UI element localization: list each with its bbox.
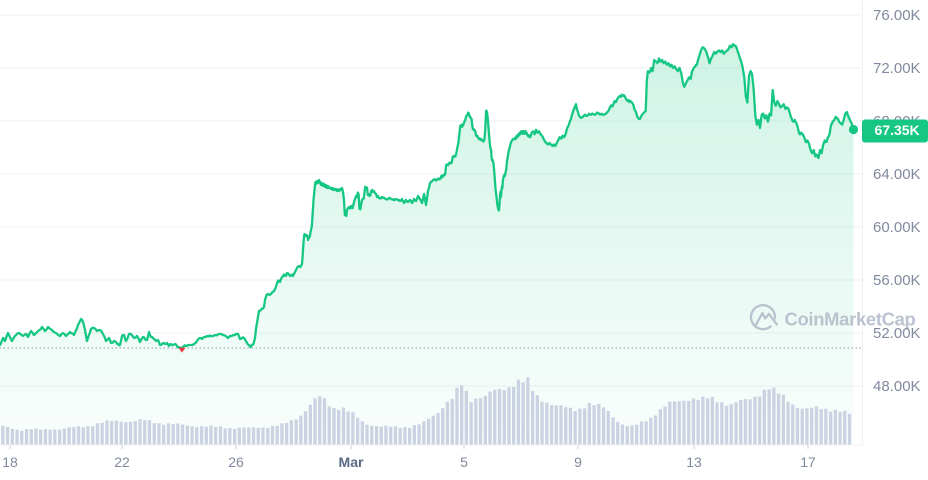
- svg-text:56.00K: 56.00K: [873, 272, 921, 289]
- svg-text:18: 18: [2, 454, 18, 470]
- svg-text:72.00K: 72.00K: [873, 60, 921, 77]
- svg-text:Mar: Mar: [339, 454, 364, 470]
- svg-text:64.00K: 64.00K: [873, 166, 921, 183]
- svg-text:52.00K: 52.00K: [873, 325, 921, 342]
- svg-text:22: 22: [114, 454, 130, 470]
- svg-text:67.35K: 67.35K: [875, 122, 920, 138]
- svg-text:9: 9: [574, 454, 582, 470]
- svg-text:60.00K: 60.00K: [873, 219, 921, 236]
- svg-text:76.00K: 76.00K: [873, 7, 921, 24]
- svg-text:17: 17: [800, 454, 816, 470]
- svg-text:CoinMarketCap: CoinMarketCap: [785, 309, 916, 330]
- svg-text:48.00K: 48.00K: [873, 378, 921, 395]
- svg-text:5: 5: [460, 454, 468, 470]
- svg-text:26: 26: [228, 454, 244, 470]
- svg-text:13: 13: [686, 454, 702, 470]
